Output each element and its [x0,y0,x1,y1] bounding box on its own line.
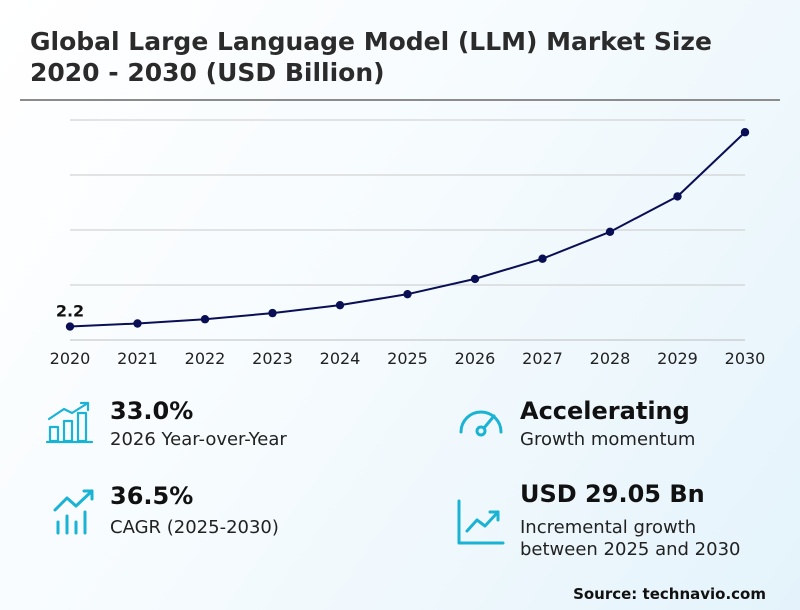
data-label: 2.2 [56,302,84,321]
chart-title: Global Large Language Model (LLM) Market… [30,26,790,88]
line-chart: 2020 2021 2022 2023 2024 2025 2026 2027 2028 2029… [50,119,766,368]
data-point [65,322,75,331]
data-point [200,315,210,324]
x-tick-label: 2028 [590,349,631,368]
yoy-label: 2026 Year-over-Year [110,429,287,450]
trend-bars-icon [53,489,94,535]
data-point [335,300,345,310]
line-chart-up-icon [457,499,505,545]
data-point [740,128,750,137]
x-tick-label: 2021 [117,349,158,368]
data-point [133,319,142,328]
x-tick-label: 2030 [725,349,766,368]
x-tick-label: 2023 [252,349,293,368]
source-credit: Source: technavio.com [573,585,766,603]
yoy-value: 33.0% [110,397,194,425]
data-point [403,289,412,299]
x-tick-label: 2029 [657,349,698,368]
data-point [538,254,547,263]
incremental-value: USD 29.05 Bn [520,480,705,508]
data-point [470,274,480,284]
incremental-label-line2: between 2025 and 2030 [520,539,741,560]
title-divider [20,99,780,101]
cagr-label: CAGR (2025-2030) [110,517,279,538]
speedometer-icon [459,410,503,437]
momentum-label: Growth momentum [520,429,696,450]
chart-title-line2: 2020 - 2030 (USD Billion) [30,58,385,87]
incremental-label-line1: Incremental growth [520,517,697,538]
cagr-value: 36.5% [110,482,194,510]
x-tick-label: 2026 [455,349,496,368]
data-point [605,227,615,237]
x-tick-label: 2024 [320,349,361,368]
data-point [268,308,277,318]
x-tick-label: 2022 [185,349,226,368]
momentum-value: Accelerating [520,397,690,425]
x-tick-label: 2020 [50,349,91,368]
bar-chart-growth-icon [46,401,94,444]
chart-title-line1: Global Large Language Model (LLM) Market… [30,27,712,56]
data-point [673,192,682,201]
x-tick-label: 2027 [522,349,563,368]
x-tick-label: 2025 [387,349,428,368]
